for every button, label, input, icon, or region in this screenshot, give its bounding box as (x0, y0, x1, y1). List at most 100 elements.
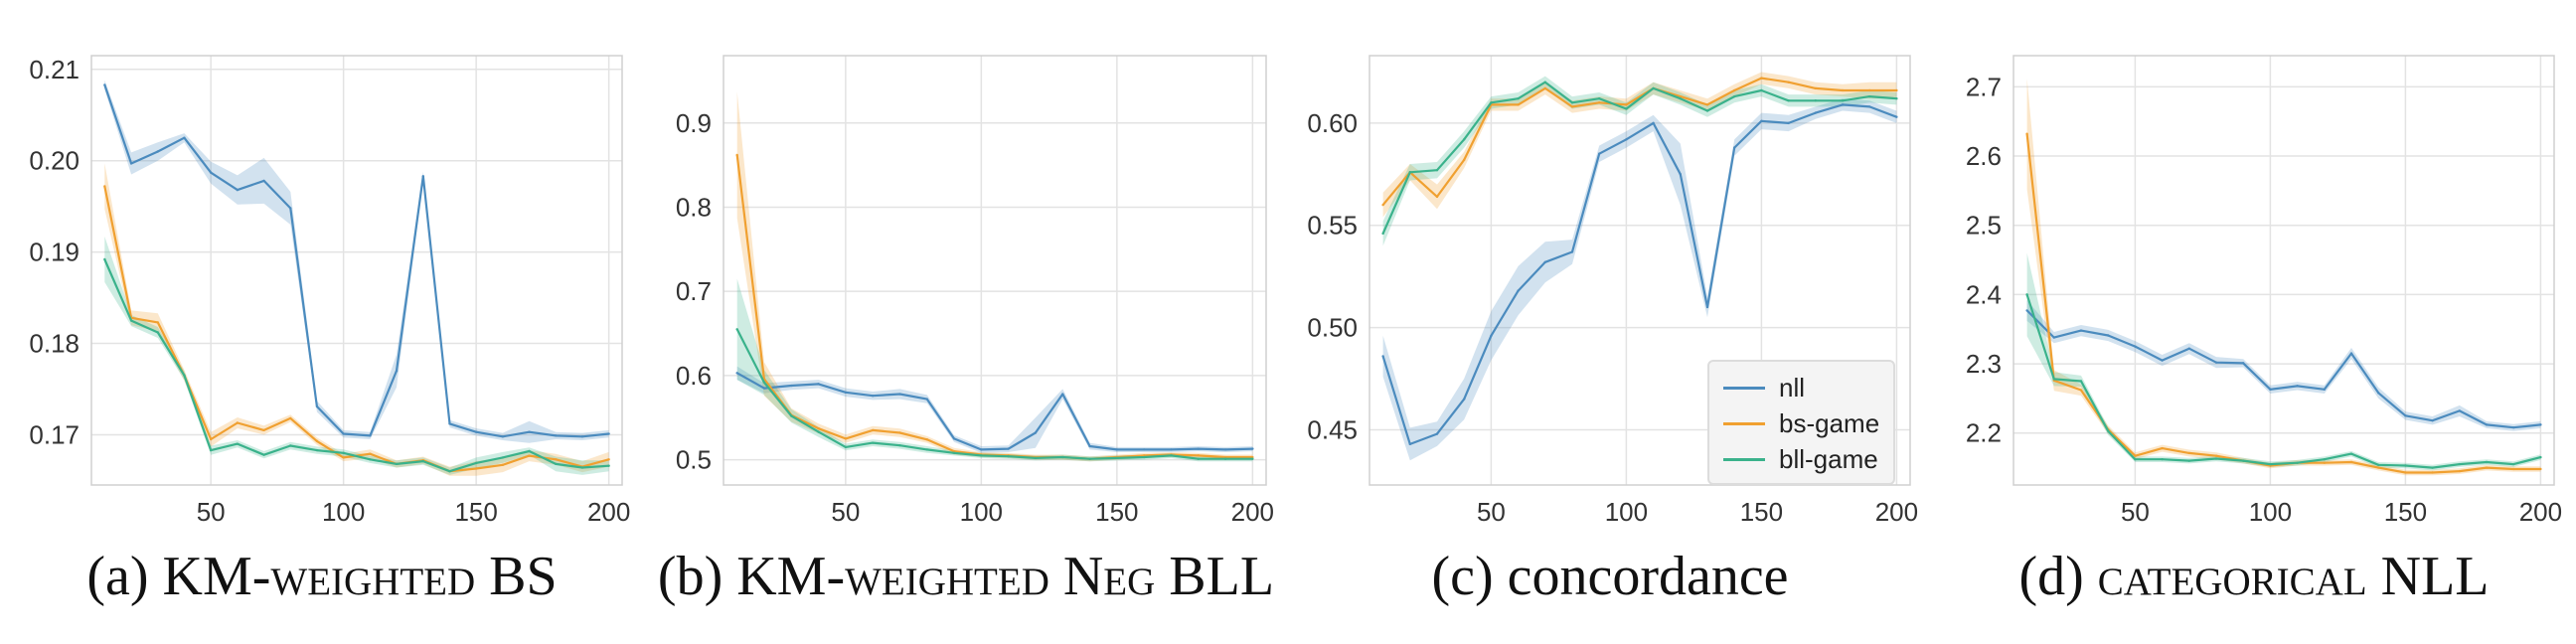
data-point-bll-game (236, 442, 240, 445)
data-point-nll (342, 432, 345, 435)
data-point-bll-game (395, 462, 399, 466)
x-tick-label: 150 (1095, 497, 1138, 527)
data-point-bll-game (1408, 171, 1411, 174)
data-point-bll-game (817, 430, 820, 433)
data-point-bll-game (871, 441, 875, 444)
caption-c: (c) concordance (1288, 545, 1932, 608)
data-point-bll-game (2107, 429, 2110, 432)
data-point-nll (790, 384, 793, 388)
data-point-bs-game (2161, 446, 2164, 450)
caption-letter: (c) (1431, 546, 1494, 607)
data-point-nll (1570, 250, 1574, 253)
legend-label: bs-game (1779, 407, 1880, 438)
data-point-bs-game (528, 454, 531, 457)
data-point-bs-game (315, 439, 319, 443)
data-point-bll-game (1007, 455, 1010, 458)
caption-d: (d) categorical NLL (1932, 545, 2576, 608)
data-point-bll-game (1679, 97, 1682, 100)
data-point-bs-game (2349, 460, 2353, 464)
data-point-bs-game (925, 438, 928, 441)
plot-area (91, 56, 622, 485)
data-point-nll (871, 395, 875, 398)
data-point-bll-game (1435, 169, 1439, 172)
data-point-bll-game (369, 458, 372, 461)
data-point-nll (2242, 362, 2245, 365)
plot-frame (90, 55, 623, 486)
data-point-bs-game (871, 428, 875, 432)
data-point-bll-game (2323, 458, 2326, 461)
chart-categorical-nll: 50 100 150 200 2.2 2.3 2.4 2.5 2.6 2.7 (1966, 55, 2562, 527)
data-point-bll-game (2377, 463, 2380, 466)
data-point-bs-game (1463, 158, 1466, 162)
data-point-bs-game (1841, 88, 1845, 92)
data-point-bs-game (1570, 105, 1574, 108)
legend-item-nll: nll (1723, 370, 1879, 405)
data-point-bs-game (369, 452, 372, 455)
data-point-nll (1408, 442, 1411, 446)
data-point-nll (474, 430, 478, 433)
data-point-bs-game (501, 463, 505, 466)
data-point-bll-game (129, 319, 133, 322)
data-point-bll-game (103, 257, 106, 261)
data-point-nll (1061, 393, 1064, 396)
data-point-nll (2214, 361, 2218, 364)
data-point-nll (528, 430, 531, 433)
data-point-bll-game (156, 331, 159, 334)
data-point-nll (2269, 388, 2272, 392)
data-point-bll-game (342, 451, 345, 455)
data-point-bll-game (1034, 456, 1038, 460)
data-point-bs-game (2025, 132, 2028, 135)
data-point-bll-game (844, 445, 848, 449)
legend-label: nll (1779, 372, 1806, 402)
data-point-bll-game (1490, 101, 1493, 104)
data-point-bll-game (1570, 101, 1574, 104)
y-tick-label: 0.19 (29, 238, 80, 267)
data-point-nll (1733, 146, 1736, 149)
x-tick-label: 50 (197, 497, 226, 527)
data-point-bll-game (1061, 455, 1064, 459)
data-point-bll-game (474, 461, 478, 465)
data-point-nll (1463, 398, 1466, 401)
data-point-nll (129, 162, 133, 165)
data-point-bll-game (2404, 464, 2407, 467)
data-point-bs-game (2323, 461, 2326, 464)
data-point-bll-game (1170, 454, 1173, 457)
panel-km-weighted-neg-bll: 50 100 150 200 0.5 0.6 0.7 0.8 0.9 (b) KM-weight… (644, 0, 1288, 644)
data-point-bll-game (2161, 458, 2164, 461)
data-point-nll (2323, 388, 2326, 392)
data-point-bs-game (1868, 88, 1871, 92)
chart-km-weighted-bs: 50 100 150 200 0.17 0.18 0.19 0.20 0.21 (29, 55, 630, 527)
confidence-band-nll (1382, 98, 1897, 461)
y-tick-label: 0.60 (1307, 108, 1358, 138)
data-point-nll (501, 435, 505, 438)
data-point-nll (2431, 419, 2434, 422)
data-point-nll (980, 448, 983, 451)
data-point-bll-game (183, 374, 186, 377)
data-point-nll (1435, 432, 1439, 435)
data-point-bs-game (817, 427, 820, 430)
legend-swatch (1723, 386, 1765, 390)
data-point-bs-game (236, 421, 240, 424)
data-point-nll (844, 391, 848, 395)
data-point-bll-game (289, 444, 292, 447)
data-point-nll (236, 188, 240, 192)
data-point-nll (925, 398, 928, 401)
data-point-bll-game (2431, 466, 2434, 469)
data-point-nll (2161, 359, 2164, 362)
data-point-bs-game (844, 437, 848, 440)
data-point-bll-game (2214, 457, 2218, 460)
data-point-nll (1197, 447, 1200, 450)
data-point-bll-game (1088, 457, 1091, 460)
data-point-nll (2458, 409, 2461, 412)
data-point-nll (1652, 121, 1655, 125)
data-point-nll (817, 383, 820, 386)
data-point-bll-game (2458, 462, 2461, 466)
data-point-nll (1381, 355, 1384, 358)
y-tick-label: 2.6 (1966, 141, 2002, 171)
data-point-bs-game (1435, 195, 1439, 199)
data-point-bll-game (1142, 455, 1146, 459)
data-point-bs-game (555, 458, 558, 461)
data-point-bll-game (1251, 457, 1254, 460)
data-point-bll-game (762, 381, 766, 384)
